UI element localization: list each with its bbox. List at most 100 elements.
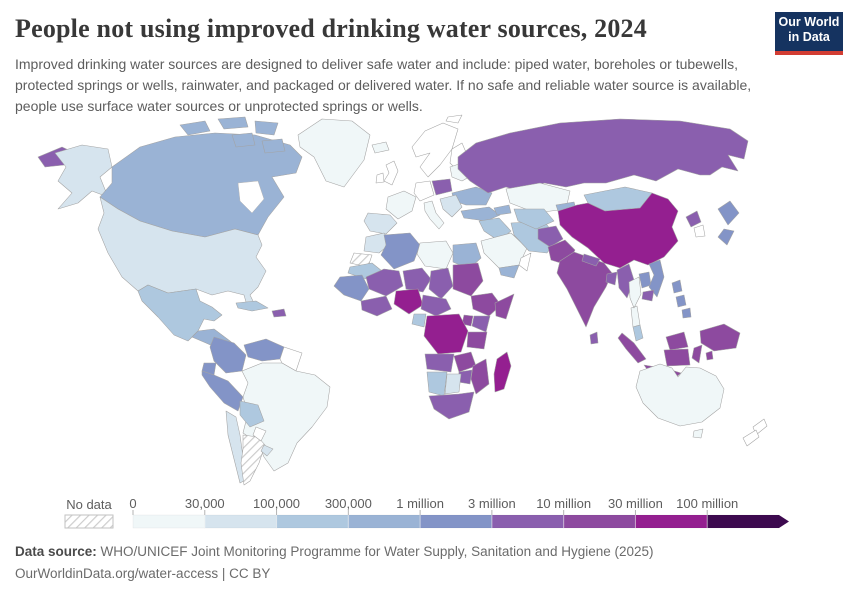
legend-segment[interactable]	[563, 514, 636, 529]
country-alaska[interactable]	[54, 144, 113, 210]
country-algeria[interactable]	[380, 232, 421, 270]
legend-segment[interactable]	[348, 514, 421, 529]
country-thailand[interactable]	[628, 276, 642, 328]
country-arctic-island[interactable]	[231, 132, 256, 148]
legend-segment[interactable]	[491, 514, 564, 529]
country-somalia[interactable]	[494, 293, 515, 320]
country-botswana[interactable]	[444, 373, 462, 395]
country-laos[interactable]	[638, 271, 652, 289]
country-japan[interactable]	[717, 200, 740, 226]
country-tasmania[interactable]	[692, 428, 704, 439]
country-cameroon[interactable]	[420, 294, 452, 317]
country-sudan[interactable]	[452, 262, 484, 297]
country-south-africa[interactable]	[428, 391, 475, 420]
country-balkans[interactable]	[439, 194, 463, 218]
data-source-line: Data source: WHO/UNICEF Joint Monitoring…	[15, 541, 835, 563]
country-oman[interactable]	[518, 252, 532, 272]
country-madagascar[interactable]	[493, 351, 512, 393]
country-italy[interactable]	[423, 200, 445, 230]
legend-segment[interactable]	[276, 514, 349, 529]
country-greenland[interactable]	[297, 118, 371, 188]
country-bangladesh[interactable]	[605, 271, 618, 286]
country-philippines[interactable]	[671, 279, 683, 294]
legend-segment[interactable]	[706, 514, 780, 529]
country-japan[interactable]	[717, 228, 735, 246]
country-sumatra[interactable]	[617, 332, 647, 364]
country-argentina[interactable]	[240, 434, 266, 486]
legend-segment[interactable]	[635, 514, 708, 529]
country-kenya[interactable]	[471, 315, 491, 333]
country-ghana[interactable]	[360, 295, 393, 317]
country-china[interactable]	[557, 192, 679, 269]
country-ethiopia[interactable]	[470, 292, 502, 317]
legend-tick-label: 100,000	[253, 496, 300, 511]
country-iberia[interactable]	[363, 212, 398, 235]
country-uzbekistan[interactable]	[513, 208, 555, 230]
country-yemen[interactable]	[498, 264, 520, 279]
country-west-africa[interactable]	[333, 274, 370, 302]
country-gabon[interactable]	[411, 313, 427, 328]
country-venezuela[interactable]	[243, 338, 285, 362]
country-bolivia[interactable]	[239, 400, 265, 428]
country-namibia[interactable]	[426, 371, 448, 397]
country-sulawesi[interactable]	[691, 344, 703, 364]
country-germany[interactable]	[413, 180, 435, 202]
country-paraguay[interactable]	[252, 426, 267, 442]
country-arctic-island[interactable]	[261, 138, 286, 154]
country-malaysia-borneo[interactable]	[665, 331, 689, 351]
legend-segment[interactable]	[132, 514, 206, 529]
country-svalbard[interactable]	[445, 114, 463, 124]
country-australia[interactable]	[635, 363, 725, 427]
country-kalimantan[interactable]	[663, 348, 691, 367]
legend-segment[interactable]	[204, 514, 277, 529]
country-turkey[interactable]	[460, 206, 501, 222]
country-haiti[interactable]	[271, 308, 287, 318]
country-mozambique[interactable]	[470, 358, 490, 395]
country-vietnam[interactable]	[648, 259, 665, 298]
country-moluccas[interactable]	[705, 350, 714, 361]
country-poland[interactable]	[431, 178, 453, 196]
country-libya[interactable]	[416, 240, 454, 270]
country-ireland[interactable]	[375, 172, 385, 184]
country-drc[interactable]	[423, 313, 469, 355]
country-uk[interactable]	[383, 160, 399, 186]
country-chad[interactable]	[428, 267, 454, 300]
country-north-korea[interactable]	[685, 210, 702, 228]
country-new-guinea[interactable]	[699, 323, 741, 352]
country-tanzania[interactable]	[466, 331, 488, 350]
country-afghanistan[interactable]	[537, 225, 564, 248]
country-russia[interactable]	[457, 118, 749, 194]
legend-tick-label: 10 million	[536, 496, 591, 511]
country-arctic-island[interactable]	[254, 120, 279, 136]
country-cambodia[interactable]	[641, 289, 655, 302]
country-colombia[interactable]	[209, 336, 247, 374]
map-legend: No data 0 30,000 100,000 300,000 1 million 3 …	[64, 496, 789, 529]
country-arctic-island[interactable]	[217, 116, 249, 130]
owid-logo[interactable]: Our World in Data	[775, 12, 843, 55]
country-iceland[interactable]	[371, 141, 390, 154]
country-mexico[interactable]	[137, 284, 223, 342]
country-caucasus[interactable]	[493, 204, 512, 216]
country-angola[interactable]	[424, 353, 455, 373]
country-south-korea[interactable]	[693, 224, 706, 238]
country-scandinavia[interactable]	[411, 122, 459, 178]
country-cuba[interactable]	[235, 300, 269, 312]
license-line[interactable]: OurWorldinData.org/water-access | CC BY	[15, 563, 835, 585]
license-text[interactable]: OurWorldinData.org/water-access | CC BY	[15, 566, 271, 582]
country-nigeria[interactable]	[393, 288, 424, 315]
country-india[interactable]	[556, 251, 613, 328]
country-france[interactable]	[385, 190, 417, 220]
country-nepal[interactable]	[581, 253, 601, 267]
country-philippines[interactable]	[681, 307, 692, 319]
no-data-swatch[interactable]	[64, 514, 114, 529]
country-malaysia[interactable]	[632, 324, 644, 342]
legend-segment[interactable]	[419, 514, 493, 529]
country-niger[interactable]	[402, 267, 432, 293]
country-sri-lanka[interactable]	[589, 331, 599, 345]
country-philippines[interactable]	[675, 294, 687, 308]
no-data-label: No data	[66, 497, 112, 512]
country-new-zealand[interactable]	[742, 429, 760, 447]
country-uruguay[interactable]	[260, 444, 274, 457]
country-peru[interactable]	[201, 370, 244, 412]
country-arctic-island[interactable]	[179, 120, 211, 136]
